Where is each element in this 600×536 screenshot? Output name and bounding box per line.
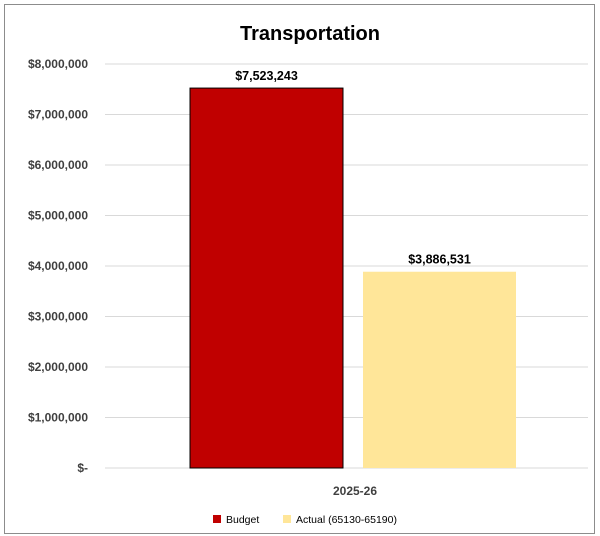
bar-budget — [189, 87, 344, 469]
data-labels: $7,523,243 $3,886,531 — [235, 69, 471, 267]
legend-swatch — [213, 515, 221, 523]
gridlines — [105, 63, 588, 469]
y-tick-label: $3,000,000 — [28, 310, 88, 324]
y-tick-label: $8,000,000 — [28, 57, 88, 71]
y-tick-label: $2,000,000 — [28, 360, 88, 374]
x-category-label: 2025-26 — [333, 484, 377, 498]
legend: Budget Actual (65130-65190) — [213, 514, 397, 526]
data-label: $7,523,243 — [235, 69, 298, 83]
legend-label: Actual (65130-65190) — [296, 514, 397, 526]
chart-canvas: Transportation $8,000,000 $7,000,000 $6,00… — [28, 23, 588, 526]
y-tick-label: $- — [77, 461, 88, 475]
chart-frame: Transportation $8,000,000 $7,000,000 $6,00… — [4, 4, 595, 534]
chart-title: Transportation — [240, 23, 380, 45]
y-axis-ticks: $8,000,000 $7,000,000 $6,000,000 $5,000,000… — [28, 57, 88, 475]
y-tick-label: $6,000,000 — [28, 158, 88, 172]
bars — [189, 87, 516, 469]
legend-swatch — [283, 515, 291, 523]
y-tick-label: $5,000,000 — [28, 209, 88, 223]
y-tick-label: $7,000,000 — [28, 108, 88, 122]
y-tick-label: $1,000,000 — [28, 411, 88, 425]
bar-actual-65130-65190 — [363, 271, 516, 468]
y-tick-label: $4,000,000 — [28, 259, 88, 273]
legend-label: Budget — [226, 514, 259, 526]
x-axis-categories: 2025-26 — [333, 484, 377, 498]
data-label: $3,886,531 — [408, 253, 471, 267]
